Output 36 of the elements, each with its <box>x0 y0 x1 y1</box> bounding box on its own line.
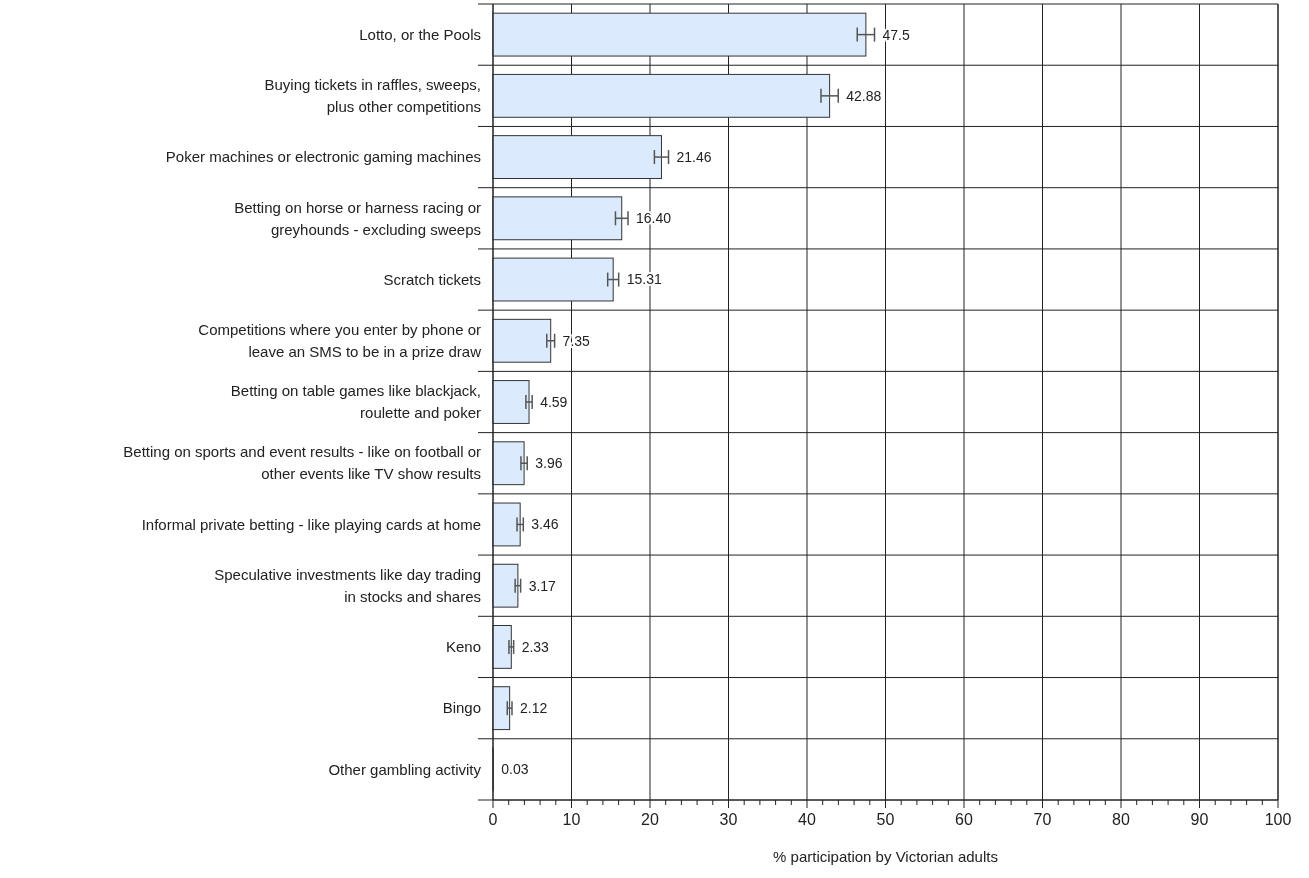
data-label: 42.88 <box>846 87 882 104</box>
y-tick-label: Speculative investments like day trading in stocks and shares <box>214 565 481 605</box>
data-label: 0.03 <box>501 761 529 778</box>
data-label: 4.59 <box>540 393 568 410</box>
x-tick-label: 70 <box>1033 811 1052 828</box>
x-tick-label: 0 <box>488 811 498 828</box>
data-label: 2.12 <box>520 700 548 717</box>
y-tick-label: Keno <box>445 638 481 656</box>
data-label: 2.33 <box>521 638 550 655</box>
y-tick-label: Betting on horse or harness racing or greyhounds - excluding sweeps <box>234 198 481 238</box>
x-tick-label: 10 <box>562 811 581 828</box>
x-tick-label: 40 <box>798 811 816 828</box>
x-tick-label: 90 <box>1190 811 1209 828</box>
x-tick-label: 100 <box>1264 811 1292 828</box>
y-tick-label: Other gambling activity <box>328 760 482 778</box>
y-tick-label: Lotto, or the Pools <box>359 25 481 43</box>
data-label: 3.96 <box>535 455 563 472</box>
x-tick-label: 30 <box>719 811 738 828</box>
x-tick-label: 60 <box>955 811 973 828</box>
y-tick-label: Betting on sports and event results - like on football or other events like TV show results <box>123 443 481 483</box>
y-tick-label: Poker machines or electronic gaming machines <box>165 148 481 166</box>
data-label: 3.46 <box>531 516 559 533</box>
y-tick-label: Betting on table games like blackjack, roulette and poker <box>230 382 481 422</box>
data-label: 16.40 <box>636 210 672 227</box>
x-tick-label: 20 <box>641 811 659 828</box>
x-tick-label: 50 <box>876 811 895 828</box>
y-tick-label: Bingo <box>442 699 481 717</box>
data-label: 3.17 <box>528 577 557 594</box>
y-tick-label: Scratch tickets <box>383 270 481 288</box>
data-label: 15.31 <box>626 271 662 288</box>
x-tick-label: 80 <box>1112 811 1130 828</box>
y-tick-label: Competitions where you enter by phone or leave an SMS to be in a prize draw <box>198 321 482 361</box>
data-label: 21.46 <box>676 148 712 165</box>
y-tick-label: Informal private betting - like playing cards at home <box>141 515 481 533</box>
x-axis-title: % participation by Victorian adults <box>773 848 998 865</box>
y-tick-label: Buying tickets in raffles, sweeps, plus other competitions <box>264 76 481 116</box>
